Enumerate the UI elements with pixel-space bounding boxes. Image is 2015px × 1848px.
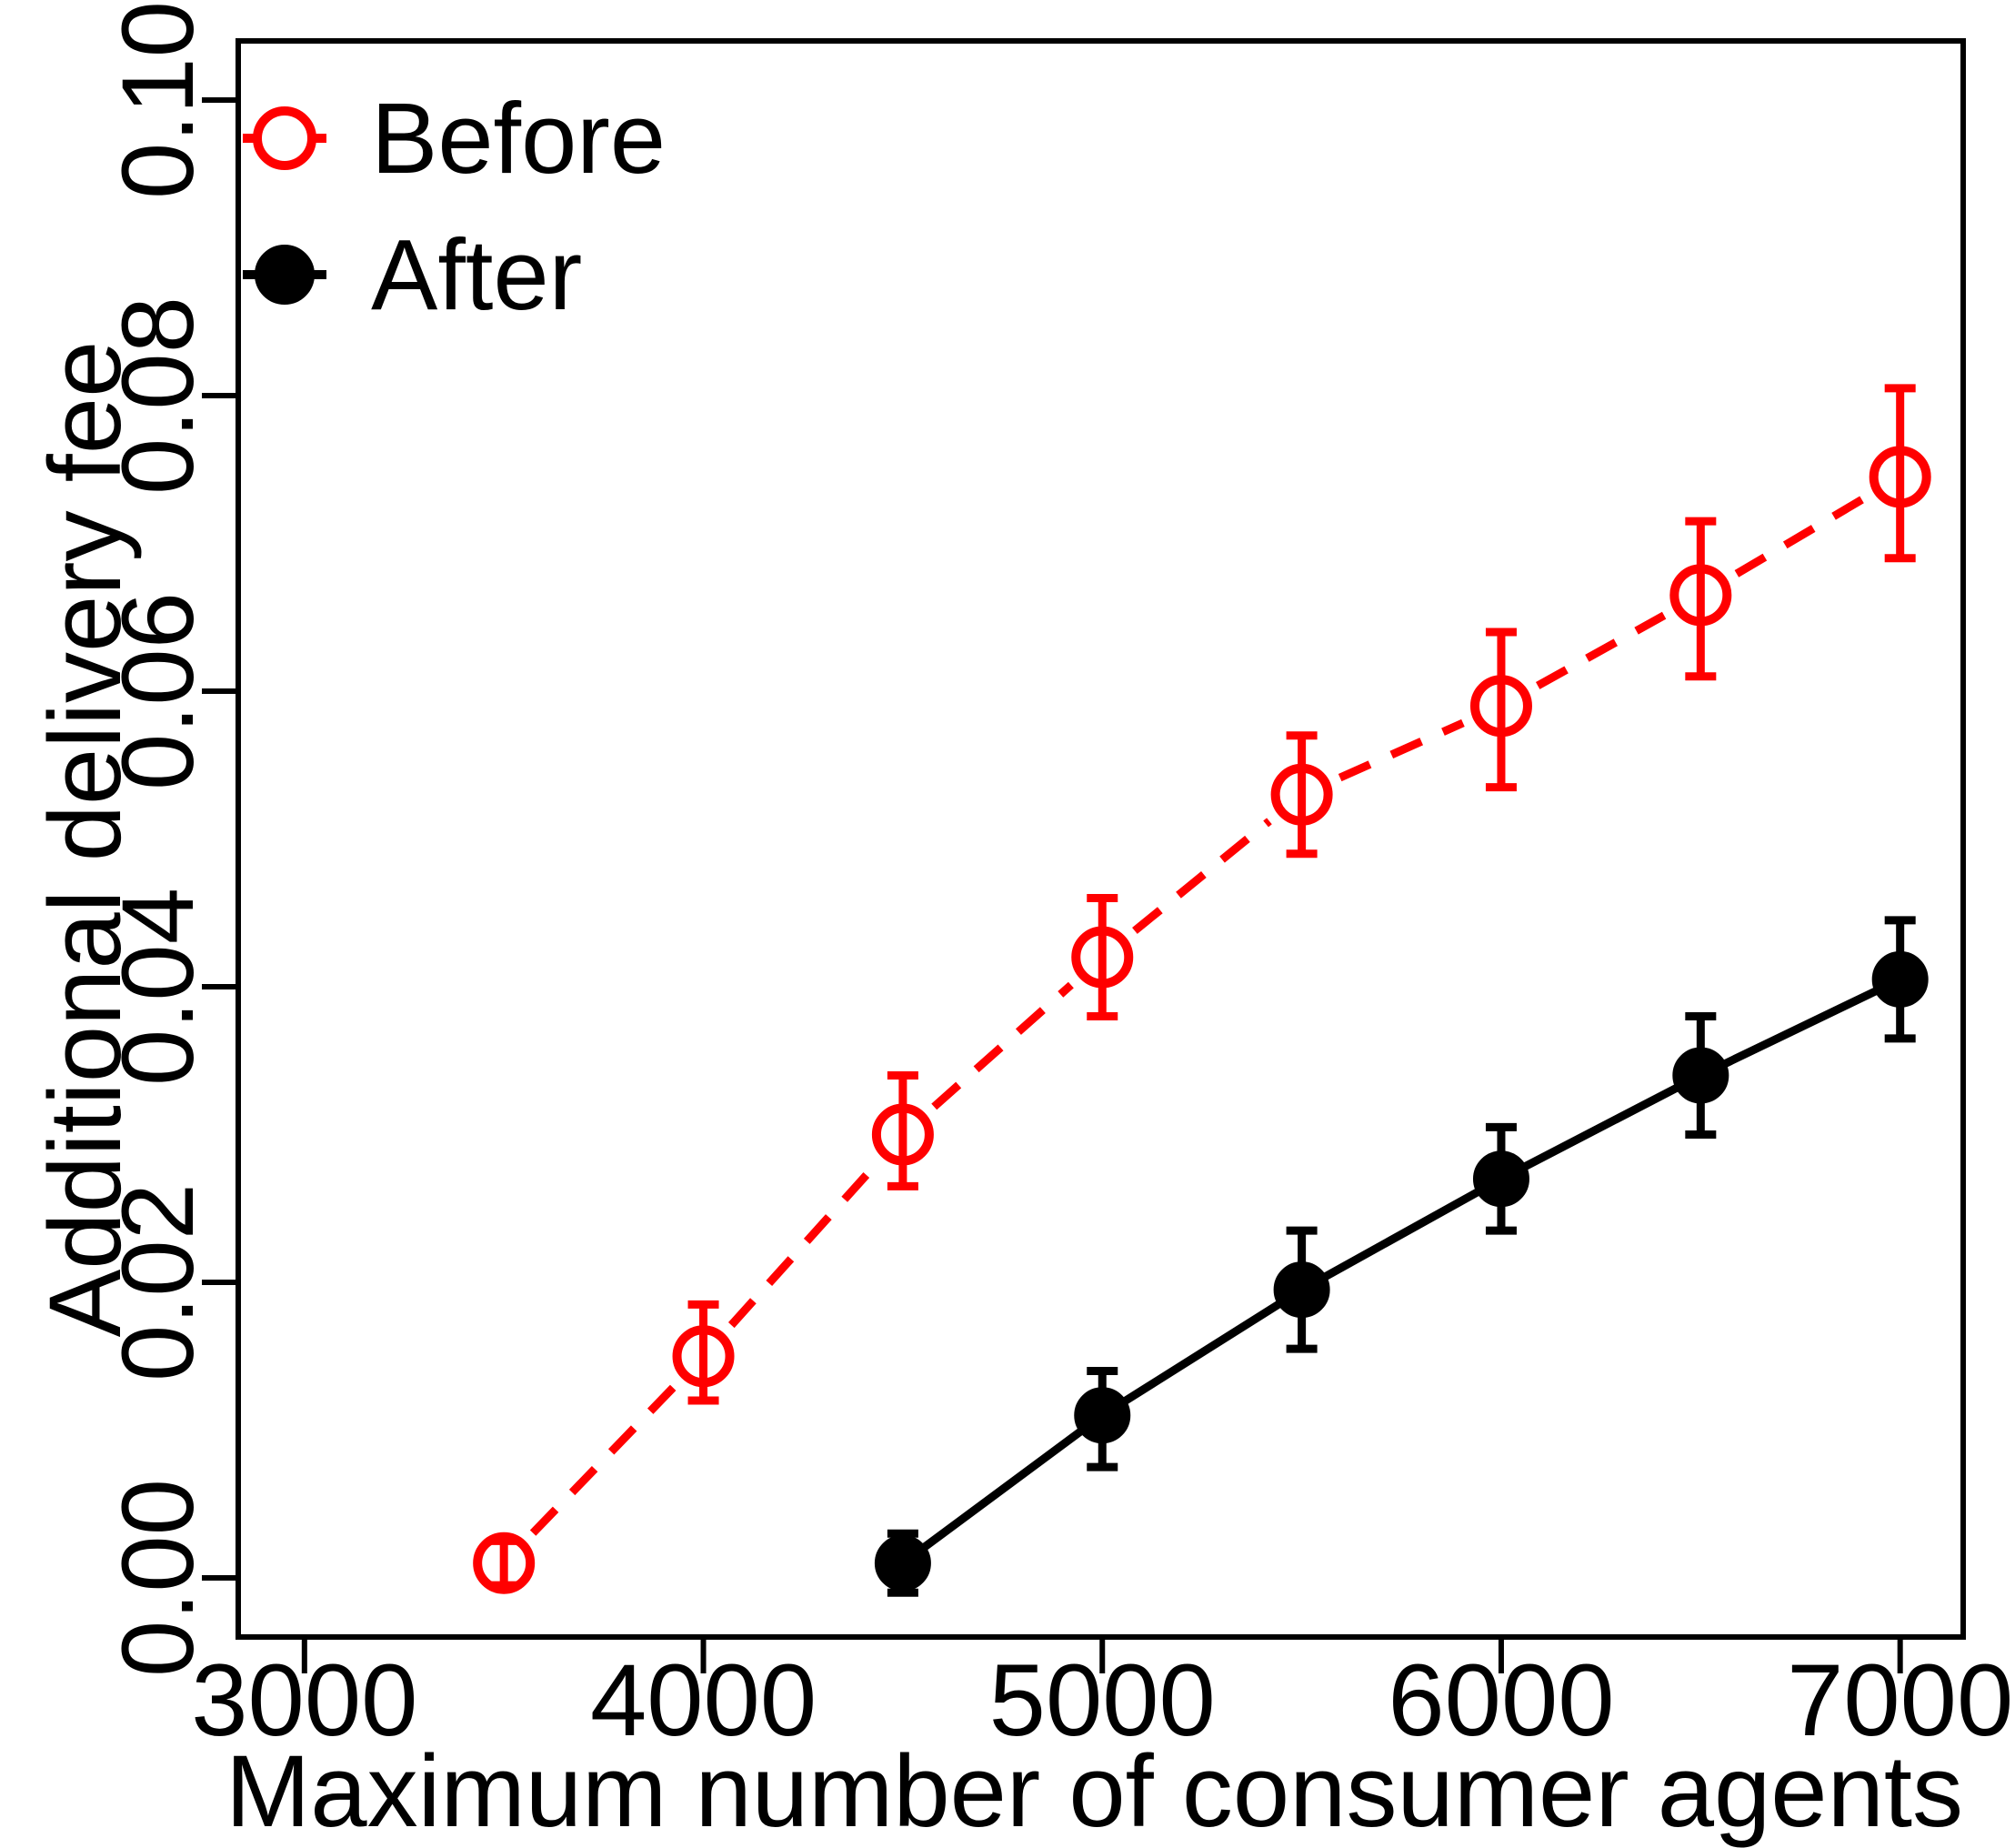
before-marker — [1071, 926, 1134, 989]
after-marker — [1074, 1387, 1131, 1444]
legend: Before After — [243, 83, 666, 331]
plot-border — [236, 38, 1966, 1640]
y-tick-label: 0.00 — [101, 1479, 215, 1677]
before-series — [473, 384, 1931, 1594]
legend-item-before: Before — [243, 83, 666, 195]
after-marker — [1672, 1047, 1729, 1104]
before-line-segment — [727, 1162, 878, 1329]
legend-label-after: After — [371, 219, 582, 331]
legend-filled-circle-icon — [255, 245, 315, 305]
after-marker — [874, 1534, 931, 1592]
x-tick-label: 6000 — [1388, 1643, 1614, 1757]
before-line-segment — [931, 981, 1074, 1110]
before-marker — [672, 1325, 735, 1388]
before-line-segment — [1132, 818, 1272, 934]
before-marker — [1869, 446, 1931, 508]
legend-label-before: Before — [371, 83, 666, 195]
y-tick-label: 0.02 — [101, 1183, 215, 1381]
before-line-segment — [1338, 718, 1465, 782]
after-marker — [1273, 1261, 1330, 1319]
after-line-segment — [900, 1411, 1105, 1567]
after-marker — [1472, 1150, 1529, 1208]
y-tick-label: 0.10 — [101, 1, 215, 199]
after-line-segment — [1499, 1071, 1703, 1183]
before-marker — [871, 1103, 934, 1166]
before-marker — [1270, 763, 1333, 826]
x-tick-label: 5000 — [989, 1643, 1216, 1757]
legend-item-after: After — [243, 219, 582, 331]
after-marker — [1871, 950, 1929, 1008]
after-line-segment — [1299, 1175, 1504, 1294]
y-tick-label: 0.08 — [101, 296, 215, 495]
before-marker — [1469, 675, 1532, 738]
legend-open-circle-icon — [253, 106, 316, 170]
before-marker — [473, 1532, 536, 1594]
x-tick-label: 7000 — [1787, 1643, 2013, 1757]
before-line-segment — [1734, 494, 1867, 578]
before-line-segment — [529, 1383, 677, 1536]
before-line-segment — [1535, 611, 1667, 689]
x-tick-label: 3000 — [191, 1643, 417, 1757]
after-line-segment — [1699, 975, 1902, 1080]
before-marker — [1669, 564, 1732, 627]
y-tick-label: 0.04 — [101, 888, 215, 1086]
after-series — [874, 916, 1929, 1597]
y-axis-label: Additional delivery fee — [28, 341, 142, 1338]
y-tick-label: 0.06 — [101, 592, 215, 790]
x-tick-label: 4000 — [590, 1643, 817, 1757]
after-line-segment — [1099, 1286, 1305, 1420]
x-axis-label: Maximum number of consumer agents — [226, 1734, 1963, 1848]
